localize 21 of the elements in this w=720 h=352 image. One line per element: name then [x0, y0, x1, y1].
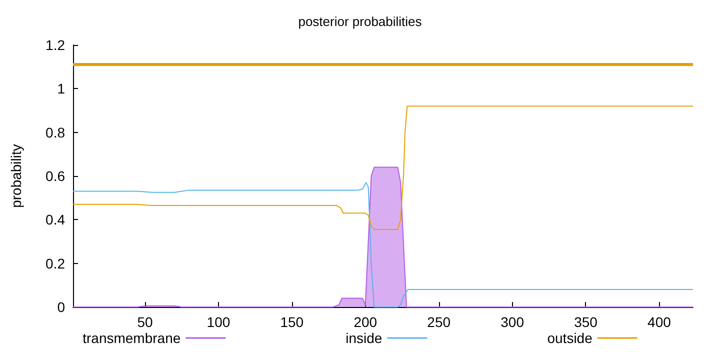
y-tick-label: 0.4 — [46, 212, 66, 228]
legend-label: transmembrane — [82, 330, 181, 346]
x-tick-label: 100 — [206, 314, 230, 330]
chart-title: posterior probabilities — [298, 14, 422, 29]
y-axis-title: probability — [8, 144, 24, 208]
line-series — [72, 106, 694, 230]
x-tick-label: 200 — [354, 314, 378, 330]
x-tick-label: 300 — [500, 314, 524, 330]
x-tick-label: 150 — [280, 314, 304, 330]
y-tick-label: 1.2 — [46, 37, 66, 53]
y-tick-label: 0.8 — [46, 124, 66, 140]
legend-label: inside — [346, 330, 382, 346]
x-tick-label: 400 — [648, 314, 672, 330]
x-tick-label: 350 — [574, 314, 598, 330]
x-tick-label: 50 — [137, 314, 153, 330]
y-tick-label: 0.6 — [46, 168, 66, 184]
y-tick-label: 0 — [57, 299, 66, 315]
y-tick-label: 0.2 — [46, 255, 66, 272]
y-tick-label: 1 — [57, 80, 66, 97]
legend-label: outside — [547, 330, 593, 346]
x-tick-label: 250 — [427, 314, 451, 330]
